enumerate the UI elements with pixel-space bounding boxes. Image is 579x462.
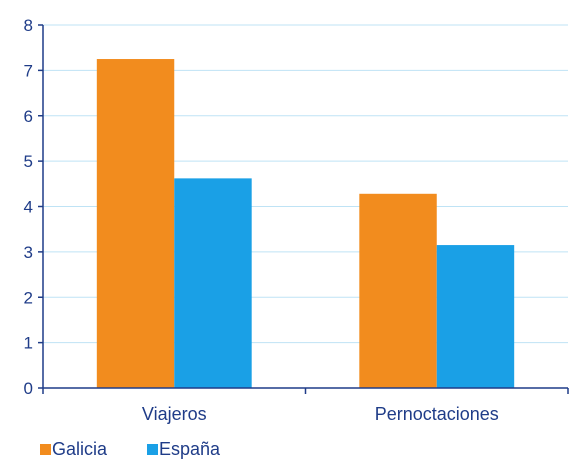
- bar-galicia-viajeros: [96, 59, 175, 388]
- y-tick-label: 6: [24, 107, 33, 126]
- legend: Galicia España: [40, 439, 221, 459]
- tick-labels: 0 1 2 3 4 5 6 7 8 Viajeros Pernoctaciones: [24, 16, 499, 424]
- legend-label: España: [159, 439, 221, 459]
- legend-label: Galicia: [52, 439, 108, 459]
- axes: [38, 24, 569, 394]
- y-tick-label: 3: [24, 243, 33, 262]
- y-tick-label: 5: [24, 152, 33, 171]
- bar-espa-a-viajeros: [174, 178, 252, 388]
- x-category-label: Viajeros: [142, 404, 207, 424]
- y-tick-label: 2: [24, 288, 33, 307]
- legend-swatch-galicia: [40, 444, 51, 455]
- bars: [96, 59, 515, 388]
- y-tick-label: 7: [24, 61, 33, 80]
- legend-swatch-espa-a: [147, 444, 158, 455]
- x-category-label: Pernoctaciones: [375, 404, 499, 424]
- bar-espa-a-pernoctaciones: [436, 245, 515, 388]
- y-tick-label: 4: [24, 198, 33, 217]
- y-tick-label: 0: [24, 379, 33, 398]
- bar-galicia-pernoctaciones: [359, 193, 437, 388]
- y-tick-label: 8: [24, 16, 33, 35]
- y-tick-label: 1: [24, 334, 33, 353]
